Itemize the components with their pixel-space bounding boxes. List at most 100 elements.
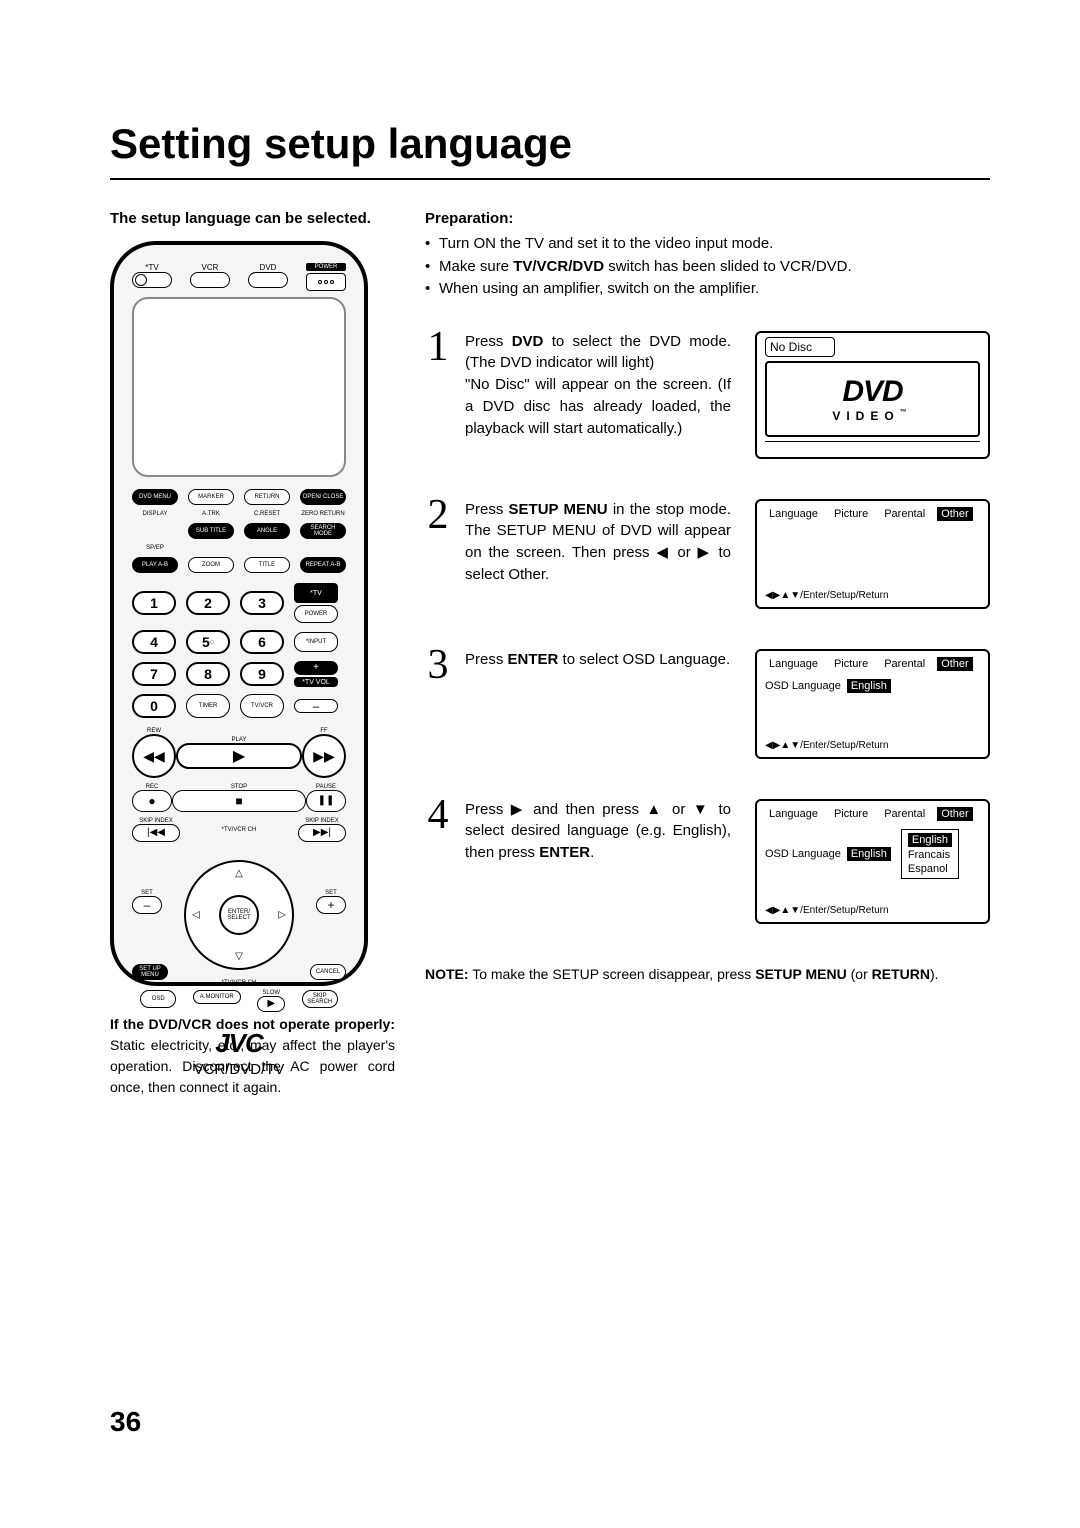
step-3-body: Press ENTER to select OSD Language. bbox=[465, 649, 741, 671]
btn-power2: POWER bbox=[294, 605, 338, 623]
lbl-skip1: SKIP INDEX bbox=[132, 818, 180, 824]
btn-slow: ▶ bbox=[257, 996, 285, 1012]
osd-val-4: English bbox=[847, 847, 891, 861]
opt-francais: Francais bbox=[908, 848, 952, 862]
tab-par-3: Parental bbox=[880, 657, 929, 671]
btn-skip-prev: |◀◀ bbox=[132, 824, 180, 842]
screen-footer-4: ◀▶▲▼/Enter/Setup/Return bbox=[765, 905, 889, 916]
lbl-skip2: SKIP INDEX bbox=[298, 818, 346, 824]
btn-skipsearch: SKIP SEARCH bbox=[302, 990, 338, 1008]
opt-english: English bbox=[908, 833, 952, 847]
right-column: Preparation: Turn ON the TV and set it t… bbox=[425, 210, 990, 1098]
tab-par-4: Parental bbox=[880, 807, 929, 821]
lbl-rew: REW bbox=[132, 728, 176, 734]
btn-rew: ◀◀ bbox=[132, 734, 176, 778]
tab-lang-3: Language bbox=[765, 657, 822, 671]
num-2: 2 bbox=[186, 591, 230, 615]
lbl-tvvol: *TV VOL bbox=[294, 677, 338, 687]
tab-pic-4: Picture bbox=[830, 807, 872, 821]
btn-enter: ENTER/ SELECT bbox=[219, 895, 259, 935]
btn-ff: ▶▶ bbox=[302, 734, 346, 778]
num-4: 4 bbox=[132, 630, 176, 654]
opt-espanol: Espanol bbox=[908, 862, 952, 876]
tab-pic-3: Picture bbox=[830, 657, 872, 671]
lbl-spep: SP/EP bbox=[132, 545, 178, 551]
step-2-body: Press SETUP MENU in the stop mode. The S… bbox=[465, 499, 741, 586]
btn-zoom: ZOOM bbox=[188, 557, 234, 573]
btn-tvvcr: TV/VCR bbox=[240, 694, 284, 718]
tab-other: Other bbox=[937, 507, 973, 521]
btn-set-plus: + bbox=[316, 896, 346, 914]
step-3: 3 Press ENTER to select OSD Language. La… bbox=[425, 649, 990, 759]
remote-model-label: VCR/DVD/TV bbox=[132, 1061, 346, 1078]
lbl-tvvcrch2: *TV/VCR CH bbox=[132, 980, 346, 986]
intro-text: The setup language can be selected. bbox=[110, 210, 395, 227]
num-1: 1 bbox=[132, 591, 176, 615]
num-0: 0 bbox=[132, 694, 176, 718]
osd-val-3: English bbox=[847, 679, 891, 693]
remote-vcr-label: VCR bbox=[190, 263, 230, 272]
video-label: VIDEO™ bbox=[832, 409, 912, 423]
osd-label-3: OSD Language bbox=[765, 680, 841, 692]
btn-timer: TIMER bbox=[186, 694, 230, 718]
btn-return: RETURN bbox=[244, 489, 290, 505]
step-2-screen: Language Picture Parental Other ◀▶▲▼/Ent… bbox=[755, 499, 990, 609]
btn-rec: ● bbox=[132, 790, 172, 812]
preparation-title: Preparation: bbox=[425, 210, 990, 227]
step-4: 4 Press ▶ and then press ▲ or ▼ to selec… bbox=[425, 799, 990, 924]
btn-skip-next: ▶▶| bbox=[298, 824, 346, 842]
btn-dvdmenu: DVD MENU bbox=[132, 489, 178, 505]
lbl-tvstar: *TV bbox=[294, 583, 338, 603]
lbl-set2: SET bbox=[316, 890, 346, 896]
lbl-atrk: A.TRK bbox=[188, 511, 234, 517]
preparation-list: Turn ON the TV and set it to the video i… bbox=[425, 233, 990, 301]
btn-setup: SET UP MENU bbox=[132, 964, 168, 980]
tab-pic: Picture bbox=[830, 507, 872, 521]
btn-amonitor: A.MONITOR bbox=[193, 990, 241, 1004]
btn-set-minus: – bbox=[132, 896, 162, 914]
screen-footer-3: ◀▶▲▼/Enter/Setup/Return bbox=[765, 740, 889, 751]
step-1-num: 1 bbox=[425, 331, 451, 365]
note-text: NOTE: To make the SETUP screen disappear… bbox=[425, 964, 990, 985]
step-4-body: Press ▶ and then press ▲ or ▼ to select … bbox=[465, 799, 741, 864]
tab-lang: Language bbox=[765, 507, 822, 521]
step-2: 2 Press SETUP MENU in the stop mode. The… bbox=[425, 499, 990, 609]
step-2-num: 2 bbox=[425, 499, 451, 533]
num-3: 3 bbox=[240, 591, 284, 615]
num-7: 7 bbox=[132, 662, 176, 686]
remote-illustration: *TV VCR DVD POWER DVD MENUMARKERRETURNOP… bbox=[110, 241, 368, 986]
btn-search: SEARCH MODE bbox=[300, 523, 346, 539]
step-1: 1 Press DVD to select the DVD mode. (The… bbox=[425, 331, 990, 459]
left-column: The setup language can be selected. *TV … bbox=[110, 210, 395, 1098]
lbl-ff: FF bbox=[302, 728, 346, 734]
num-5: 5○ bbox=[186, 630, 230, 654]
btn-cancel: CANCEL bbox=[310, 964, 346, 980]
lang-dropdown: English Francais Espanol bbox=[901, 829, 959, 879]
remote-dvd-label: DVD bbox=[248, 263, 288, 272]
step-4-num: 4 bbox=[425, 799, 451, 833]
btn-marker: MARKER bbox=[188, 489, 234, 505]
btn-pause: ❚❚ bbox=[306, 790, 346, 812]
content-row: The setup language can be selected. *TV … bbox=[110, 210, 990, 1098]
step-1-screen: No Disc DVD VIDEO™ bbox=[755, 331, 990, 459]
lbl-creset: C.RESET bbox=[244, 511, 290, 517]
osd-label-4: OSD Language bbox=[765, 848, 841, 860]
dvd-logo: DVD bbox=[842, 375, 902, 409]
btn-repeat: REPEAT A-B bbox=[300, 557, 346, 573]
lbl-display: DISPLAY bbox=[132, 511, 178, 517]
remote-blank-area bbox=[132, 297, 346, 477]
lbl-zero: ZERO RETURN bbox=[300, 511, 346, 517]
page-title: Setting setup language bbox=[110, 120, 990, 168]
btn-subtitle: SUB TITLE bbox=[188, 523, 234, 539]
btn-angle: ANGLE bbox=[244, 523, 290, 539]
screen-footer-2: ◀▶▲▼/Enter/Setup/Return bbox=[765, 590, 889, 601]
remote-power-label: POWER bbox=[306, 263, 346, 271]
btn-osd: OSD bbox=[140, 990, 176, 1008]
page-number: 36 bbox=[110, 1406, 141, 1438]
btn-play: ▶ bbox=[176, 743, 302, 769]
jvc-logo: JVC bbox=[132, 1028, 346, 1059]
step-1-body: Press DVD to select the DVD mode. (The D… bbox=[465, 331, 741, 440]
num-8: 8 bbox=[186, 662, 230, 686]
prep-item-2: When using an amplifier, switch on the a… bbox=[425, 278, 990, 301]
prep-item-0: Turn ON the TV and set it to the video i… bbox=[425, 233, 990, 256]
